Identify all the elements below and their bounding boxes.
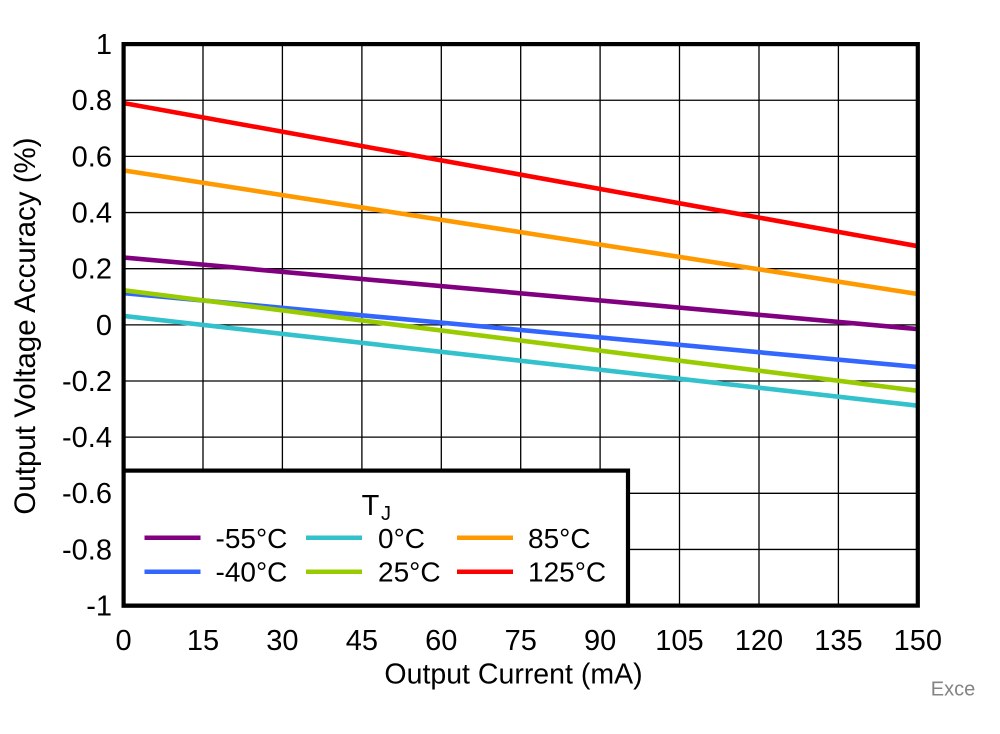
svg-text:-0.4: -0.4: [62, 422, 112, 454]
svg-text:90: 90: [584, 625, 616, 657]
svg-text:-0.2: -0.2: [62, 366, 112, 398]
svg-text:60: 60: [425, 625, 457, 657]
svg-text:Output Current (mA): Output Current (mA): [384, 659, 642, 691]
svg-text:0.8: 0.8: [72, 85, 112, 117]
svg-text:85°C: 85°C: [528, 523, 591, 554]
svg-text:Output Voltage Accuracy (%): Output Voltage Accuracy (%): [9, 137, 42, 514]
svg-text:-55°C: -55°C: [216, 523, 288, 554]
svg-text:Exce: Exce: [931, 679, 975, 701]
svg-text:-1: -1: [86, 591, 112, 623]
svg-text:0: 0: [116, 625, 132, 657]
svg-text:0.6: 0.6: [72, 141, 112, 173]
svg-text:30: 30: [266, 625, 298, 657]
svg-text:135: 135: [814, 625, 862, 657]
svg-text:-40°C: -40°C: [216, 557, 288, 588]
svg-text:150: 150: [894, 625, 942, 657]
svg-text:125°C: 125°C: [528, 557, 606, 588]
svg-text:25°C: 25°C: [378, 557, 441, 588]
svg-text:1: 1: [96, 29, 112, 61]
svg-text:0: 0: [96, 310, 112, 342]
svg-text:-0.6: -0.6: [62, 478, 112, 510]
svg-text:105: 105: [655, 625, 703, 657]
svg-text:0.2: 0.2: [72, 254, 112, 286]
svg-text:45: 45: [346, 625, 378, 657]
svg-text:0°C: 0°C: [378, 523, 425, 554]
svg-text:75: 75: [505, 625, 537, 657]
svg-text:15: 15: [187, 625, 219, 657]
svg-text:T: T: [362, 490, 380, 522]
svg-text:0.4: 0.4: [72, 197, 112, 229]
svg-text:-0.8: -0.8: [62, 534, 112, 566]
svg-text:J: J: [381, 503, 391, 525]
svg-text:120: 120: [735, 625, 783, 657]
